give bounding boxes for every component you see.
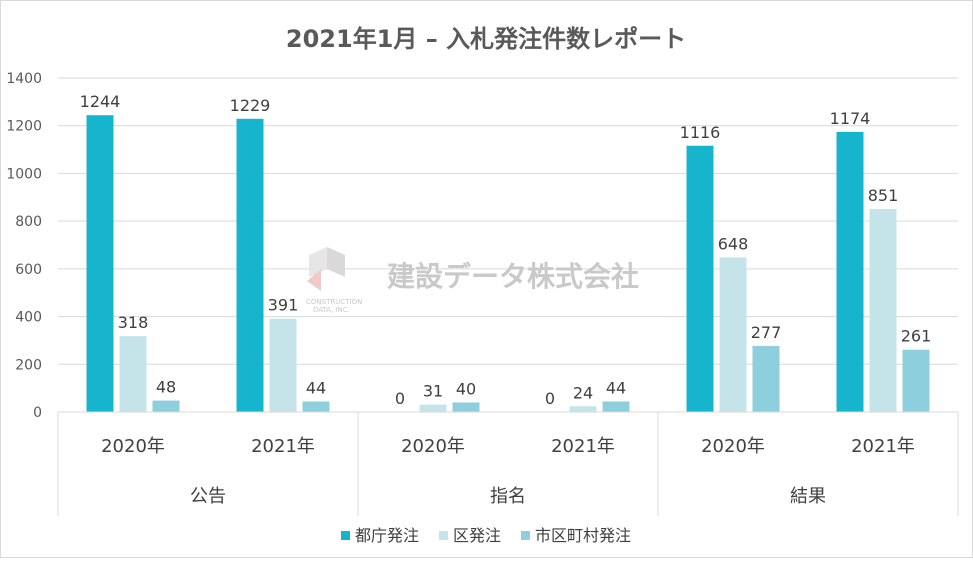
- data-label: 31: [423, 382, 443, 401]
- y-tick-label: 600: [15, 262, 42, 278]
- bar: [419, 404, 447, 412]
- data-label: 1244: [80, 92, 121, 111]
- x-tick-label: 2021年: [851, 436, 915, 457]
- y-tick-label: 200: [15, 357, 42, 373]
- bars: [86, 115, 930, 413]
- y-tick-label: 400: [15, 310, 42, 326]
- data-label: 1174: [830, 109, 871, 128]
- chart-title: 2021年1月 – 入札発注件数レポート: [286, 25, 686, 53]
- legend-label: 市区町村発注: [535, 526, 631, 545]
- legend-swatch: [439, 531, 448, 540]
- bar: [602, 401, 630, 412]
- data-label: 1229: [230, 96, 271, 115]
- data-label: 277: [751, 323, 782, 342]
- bar: [869, 208, 897, 412]
- y-tick-label: 1400: [6, 71, 42, 87]
- bar: [236, 118, 264, 412]
- gridlines: [58, 77, 958, 413]
- data-label: 391: [268, 296, 299, 315]
- data-label: 40: [456, 379, 476, 398]
- data-label: 1116: [680, 123, 721, 142]
- legend-label: 区発注: [453, 526, 501, 545]
- legend-label: 都庁発注: [355, 526, 419, 545]
- x-group-label: 公告: [190, 486, 226, 507]
- x-tick-label: 2020年: [101, 436, 165, 457]
- data-label: 44: [306, 379, 326, 398]
- bar: [752, 345, 780, 412]
- bar: [836, 131, 864, 412]
- data-label: 24: [573, 383, 593, 402]
- x-tick-label: 2020年: [701, 436, 765, 457]
- bar: [719, 257, 747, 412]
- x-group-label: 指名: [490, 486, 526, 507]
- data-label: 851: [868, 186, 899, 205]
- data-label: 48: [156, 378, 176, 397]
- bar: [152, 400, 180, 412]
- watermark-text: 建設データ株式会社: [387, 260, 639, 293]
- y-tick-label: 1000: [6, 166, 42, 182]
- bar: [302, 401, 330, 412]
- bar: [86, 115, 114, 413]
- bar: [686, 145, 714, 413]
- watermark-subtext-2: DATA, INC.: [313, 306, 350, 314]
- bar: [452, 402, 480, 412]
- data-label: 648: [718, 234, 749, 253]
- x-tick-label: 2020年: [401, 436, 465, 457]
- bar: [569, 406, 597, 412]
- watermark-subtext-1: CONSTRUCTION: [306, 298, 362, 306]
- y-tick-label: 0: [33, 405, 42, 421]
- x-tick-label: 2021年: [251, 436, 315, 457]
- data-label: 0: [395, 389, 405, 408]
- watermark: CONSTRUCTION DATA, INC. 建設データ株式会社: [306, 247, 639, 314]
- legend-swatch: [521, 531, 530, 540]
- bar: [119, 336, 147, 412]
- data-label: 318: [118, 313, 149, 332]
- data-labels: 1244 318 48 1229 391 44 0 31 40 0 24 44 1116 648 277 11…: [80, 92, 932, 408]
- data-label: 261: [901, 327, 932, 346]
- x-group-label: 結果: [790, 486, 826, 507]
- data-label: 44: [606, 379, 626, 398]
- bar: [902, 349, 930, 412]
- bar: [269, 318, 297, 412]
- data-label: 0: [545, 389, 555, 408]
- y-tick-label: 1200: [6, 119, 42, 135]
- legend: 都庁発注 区発注 市区町村発注: [341, 526, 631, 545]
- y-axis: 0 200 400 600 800 1000 1200 1400: [6, 71, 42, 421]
- company-logo: [307, 247, 345, 291]
- x-tick-label: 2021年: [551, 436, 615, 457]
- legend-swatch: [341, 531, 350, 540]
- y-tick-label: 800: [15, 214, 42, 230]
